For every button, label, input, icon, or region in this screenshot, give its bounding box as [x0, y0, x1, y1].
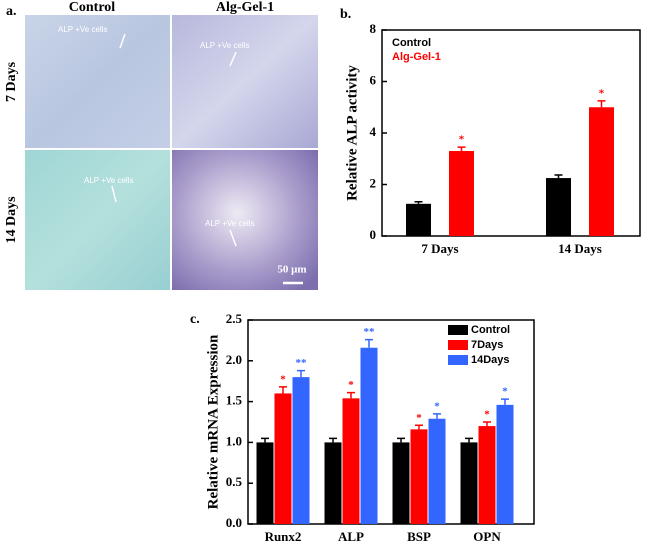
legend-label: Control — [471, 324, 510, 336]
error-bar — [465, 437, 473, 443]
bar — [292, 377, 310, 524]
significance: * — [459, 134, 465, 146]
error-bar — [279, 386, 287, 394]
y-axis-label: Relative ALP activity — [344, 65, 360, 201]
error-bar — [347, 391, 355, 399]
arrow — [229, 229, 237, 247]
bar — [589, 107, 614, 236]
legend-label: 7Days — [471, 339, 503, 351]
y-tick-label: 0.5 — [226, 474, 243, 489]
x-tick-label: 14 Days — [558, 241, 602, 256]
error-bar — [554, 174, 563, 179]
y-tick-label: 4 — [370, 124, 377, 139]
x-tick-label: ALP — [338, 529, 364, 544]
annotation: ALP +Ve cells — [84, 176, 133, 185]
significance: * — [348, 379, 354, 391]
panel-label: b. — [340, 7, 351, 22]
significance: ** — [364, 326, 376, 338]
y-tick-label: 1.0 — [226, 433, 242, 448]
column-header: Control — [69, 0, 116, 15]
scale-bar-label: 50 μm — [277, 264, 306, 276]
bar — [324, 442, 342, 524]
legend-label: Alg-Gel-1 — [392, 51, 441, 63]
error-bar — [415, 424, 423, 430]
annotation: ALP +Ve cells — [200, 41, 249, 50]
panel-a: a. Control Alg-Gel-1 7 Days 14 Days ALP … — [4, 0, 318, 290]
y-tick-label: 2 — [370, 175, 377, 190]
bar — [392, 442, 410, 524]
error-bar — [597, 100, 606, 108]
legend-label: 14Days — [471, 354, 510, 366]
bar — [449, 151, 474, 236]
error-bar — [261, 437, 269, 443]
legend-label: Control — [392, 37, 431, 49]
y-tick-label: 2.5 — [226, 311, 243, 326]
significance: * — [280, 373, 286, 385]
bar — [428, 418, 446, 524]
bar — [546, 178, 571, 236]
row-header: 14 Days — [4, 196, 19, 244]
legend-swatch — [448, 325, 468, 335]
chart: c. Relative mRNA Expression 0.0 0.5 1.0 1.5 2.… — [190, 311, 535, 544]
bar — [406, 203, 431, 236]
error-bar — [433, 413, 441, 419]
legend-swatch — [448, 355, 468, 365]
micrograph — [25, 150, 170, 290]
y-tick-label: 0.0 — [226, 515, 242, 530]
chart: b. Relative ALP activity 0 2 4 6 8 7 Days * 14 Da… — [340, 7, 641, 256]
arrow — [119, 33, 126, 49]
significance: ** — [296, 357, 308, 369]
legend-swatch — [448, 340, 468, 350]
bar — [410, 429, 428, 524]
error-bar — [457, 146, 466, 152]
significance: * — [599, 87, 605, 99]
micrograph — [25, 15, 170, 148]
error-bar — [365, 338, 373, 348]
x-tick-label: BSP — [407, 529, 431, 544]
significance: * — [484, 409, 490, 421]
y-axis-label: Relative mRNA Expression — [205, 334, 221, 509]
annotation: ALP +Ve cells — [58, 25, 107, 34]
error-bar — [483, 421, 491, 427]
bar — [360, 347, 378, 524]
y-tick-label: 8 — [370, 21, 377, 36]
x-tick-label: OPN — [473, 529, 501, 544]
y-tick-label: 2.0 — [226, 352, 242, 367]
bar — [496, 404, 514, 524]
column-header: Alg-Gel-1 — [216, 0, 274, 15]
y-tick-label: 1.5 — [226, 393, 243, 408]
error-bar — [297, 369, 305, 378]
plot-frame — [247, 319, 535, 525]
x-tick-label: 7 Days — [421, 241, 458, 256]
arrow — [229, 51, 237, 67]
x-tick-label: Runx2 — [265, 529, 302, 544]
error-bar — [414, 201, 423, 204]
panel-label: a. — [6, 4, 17, 19]
y-tick-label: 0 — [370, 227, 377, 242]
bar — [342, 398, 360, 524]
error-bar — [329, 437, 337, 443]
bar — [460, 442, 478, 524]
annotation: ALP +Ve cells — [205, 219, 254, 228]
significance: * — [502, 386, 508, 398]
significance: * — [434, 400, 440, 412]
y-tick-label: 6 — [370, 72, 377, 87]
error-bar — [501, 398, 509, 405]
micrograph — [172, 150, 318, 290]
bar — [274, 393, 292, 524]
bar — [256, 442, 274, 524]
arrow — [111, 185, 117, 203]
error-bar — [397, 437, 405, 443]
bar — [478, 426, 496, 524]
micrograph — [172, 15, 318, 148]
row-header: 7 Days — [4, 61, 19, 102]
panel-label: c. — [190, 312, 200, 327]
significance: * — [416, 412, 422, 424]
